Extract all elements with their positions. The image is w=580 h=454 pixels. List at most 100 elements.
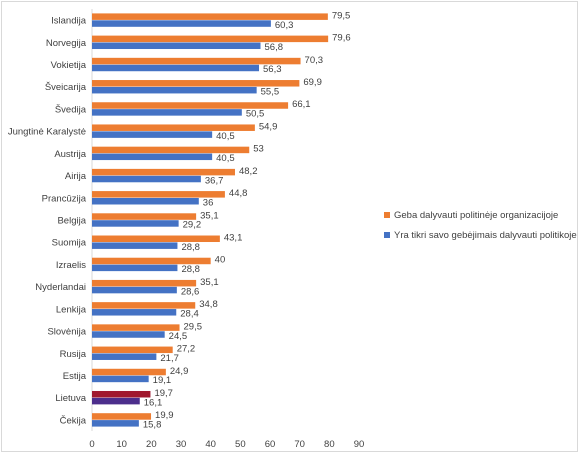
bar-series-2 [92, 197, 199, 205]
data-label-series-1: 54,9 [259, 121, 278, 132]
data-label-series-2: 28,8 [181, 264, 200, 275]
category-label: Lenkija [56, 304, 87, 315]
data-label-series-2: 55,5 [261, 86, 280, 97]
bar-series-1 [92, 279, 197, 287]
bar-series-1 [92, 146, 250, 154]
category-label: Airija [65, 171, 87, 182]
x-tick-label: 10 [116, 439, 127, 450]
data-label-series-1: 24,9 [170, 366, 189, 377]
data-label-series-1: 35,1 [200, 210, 219, 221]
data-label-series-1: 48,2 [239, 166, 258, 177]
data-label-series-2: 40,5 [216, 131, 235, 142]
category-label: Nyderlandai [35, 282, 86, 293]
bar-series-2 [92, 286, 177, 294]
data-label-series-2: 50,5 [246, 109, 264, 120]
bar-series-1 [92, 257, 211, 265]
category-label: Jungtinė Karalystė [8, 127, 86, 138]
bar-series-2 [92, 242, 178, 249]
data-label-series-2: 36 [203, 197, 214, 208]
labels-layer: Islandija 79,5 60,3 Norvegija 79,6 56,8 Vokiet… [8, 10, 351, 430]
data-label-series-1: 70,3 [305, 55, 324, 66]
legend-label: Geba dalyvauti politinėje organizacijoje [394, 210, 558, 221]
bar-series-1 [92, 13, 328, 20]
x-tick-label: 20 [146, 439, 157, 450]
bar-series-2 [92, 153, 213, 161]
bar-series-2 [92, 264, 178, 272]
data-label-series-2: 60,3 [275, 20, 294, 31]
data-label-series-1: 29,5 [184, 321, 203, 332]
bar-series-1 [92, 324, 180, 331]
x-tick-label: 0 [89, 439, 94, 450]
data-label-series-1: 79,6 [332, 33, 351, 44]
data-label-series-1: 40 [215, 255, 226, 266]
bar-series-2 [92, 20, 271, 27]
bar-series-2 [92, 86, 257, 94]
bar-series-1 [92, 57, 301, 65]
bar-series-2 [92, 109, 242, 116]
bar-series-2 [92, 353, 157, 360]
data-label-series-2: 16,1 [144, 397, 163, 408]
bars-layer [92, 13, 329, 427]
bar-series-2 [92, 420, 139, 427]
bar-series-1 [92, 346, 173, 354]
data-label-series-2: 56,8 [265, 42, 284, 53]
bar-series-1 [92, 390, 151, 398]
x-tick-label: 30 [176, 439, 187, 450]
category-label: Izraelis [56, 260, 86, 271]
data-label-series-1: 66,1 [292, 99, 311, 110]
data-label-series-1: 19,7 [154, 388, 173, 399]
category-label: Slovėnija [47, 327, 86, 338]
bar-series-2 [92, 331, 165, 338]
category-label: Islandija [51, 16, 87, 27]
x-tick-label: 40 [205, 439, 216, 450]
data-label-series-1: 79,5 [332, 10, 351, 21]
legend-swatch [384, 232, 390, 238]
legend-label: Yra tikri savo gebėjimais dalyvauti poli… [394, 230, 577, 241]
bar-series-1 [92, 413, 152, 420]
bar-series-2 [92, 309, 177, 316]
legend: Geba dalyvauti politinėje organizacijoje… [384, 210, 577, 241]
data-label-series-2: 24,5 [169, 331, 188, 342]
x-tick-label: 70 [294, 439, 305, 450]
bar-series-1 [92, 80, 300, 87]
bar-series-1 [92, 124, 255, 131]
bar-series-2 [92, 42, 261, 50]
bar-series-1 [92, 213, 197, 220]
x-tick-label: 90 [354, 439, 365, 450]
data-label-series-2: 19,1 [153, 375, 172, 386]
bar-series-1 [92, 168, 235, 176]
data-label-series-1: 43,1 [224, 233, 243, 244]
bar-series-2 [92, 397, 140, 405]
data-label-series-2: 56,3 [263, 64, 282, 75]
data-label-series-2: 29,2 [183, 220, 202, 231]
axis-layer: 0 10 20 30 40 50 60 70 80 90 [89, 9, 364, 450]
data-label-series-2: 40,5 [216, 153, 235, 164]
category-label: Suomija [52, 238, 87, 249]
bar-series-2 [92, 131, 213, 138]
data-label-series-1: 53 [253, 144, 264, 155]
category-label: Prancūzija [42, 193, 87, 204]
bar-series-2 [92, 220, 179, 227]
data-label-series-2: 28,8 [181, 242, 200, 253]
data-label-series-1: 35,1 [200, 277, 219, 288]
bar-series-1 [92, 302, 196, 309]
bar-series-1 [92, 235, 220, 243]
data-label-series-2: 28,6 [181, 286, 200, 297]
bar-series-2 [92, 64, 260, 72]
bar-series-2 [92, 175, 201, 183]
category-label: Vokietija [51, 60, 87, 71]
bar-series-2 [92, 375, 149, 383]
category-label: Šveicarija [45, 82, 87, 93]
data-label-series-1: 19,9 [155, 410, 174, 421]
bar-series-1 [92, 191, 225, 198]
data-label-series-2: 28,4 [180, 309, 199, 320]
legend-swatch [384, 212, 390, 218]
x-tick-label: 60 [265, 439, 276, 450]
data-label-series-1: 27,2 [177, 344, 196, 355]
category-label: Rusija [60, 349, 87, 360]
category-label: Lietuva [55, 393, 86, 404]
bar-series-1 [92, 368, 166, 376]
x-tick-label: 50 [235, 439, 246, 450]
data-label-series-2: 21,7 [160, 353, 179, 364]
